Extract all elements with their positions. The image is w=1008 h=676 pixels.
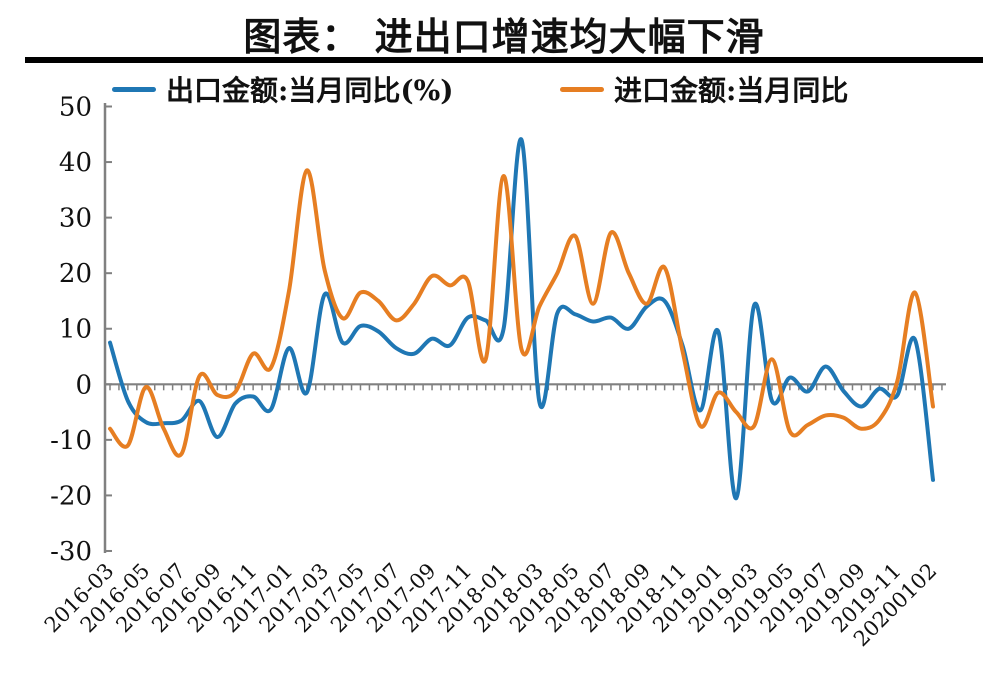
zero-axis xyxy=(105,383,946,391)
y-tick-label: 50 xyxy=(59,93,92,123)
y-tick-label: -10 xyxy=(50,426,92,456)
title-divider xyxy=(25,57,983,63)
y-tick-label: 10 xyxy=(59,315,92,345)
y-tick-label: 40 xyxy=(59,148,92,178)
legend-item-import: 进口金额:当月同比 xyxy=(560,70,848,108)
y-tick-label: -20 xyxy=(50,481,92,511)
chart-title: 图表： 进出口增速均大幅下滑 xyxy=(243,14,765,59)
y-tick-label: 20 xyxy=(59,259,92,289)
y-tick-label: 0 xyxy=(75,370,92,400)
legend-label-export: 出口金额:当月同比(%) xyxy=(166,74,454,107)
import-line-swatch xyxy=(560,86,604,92)
y-axis: 50 40 30 20 10 0 -10 -20 -30 xyxy=(50,93,112,567)
chart-legend: 出口金额:当月同比(%) 进口金额:当月同比 xyxy=(0,70,1008,108)
y-tick-label: -30 xyxy=(50,537,92,567)
legend-item-export: 出口金额:当月同比(%) xyxy=(112,70,453,108)
y-tick-label: 30 xyxy=(59,204,92,234)
import-series-line xyxy=(108,168,935,458)
export-line-swatch xyxy=(112,86,156,92)
export-series-line xyxy=(108,137,935,501)
x-axis-labels: 2016-032016-052016-072016-092016-112017-… xyxy=(40,559,942,652)
legend-label-import: 进口金额:当月同比 xyxy=(614,74,849,107)
